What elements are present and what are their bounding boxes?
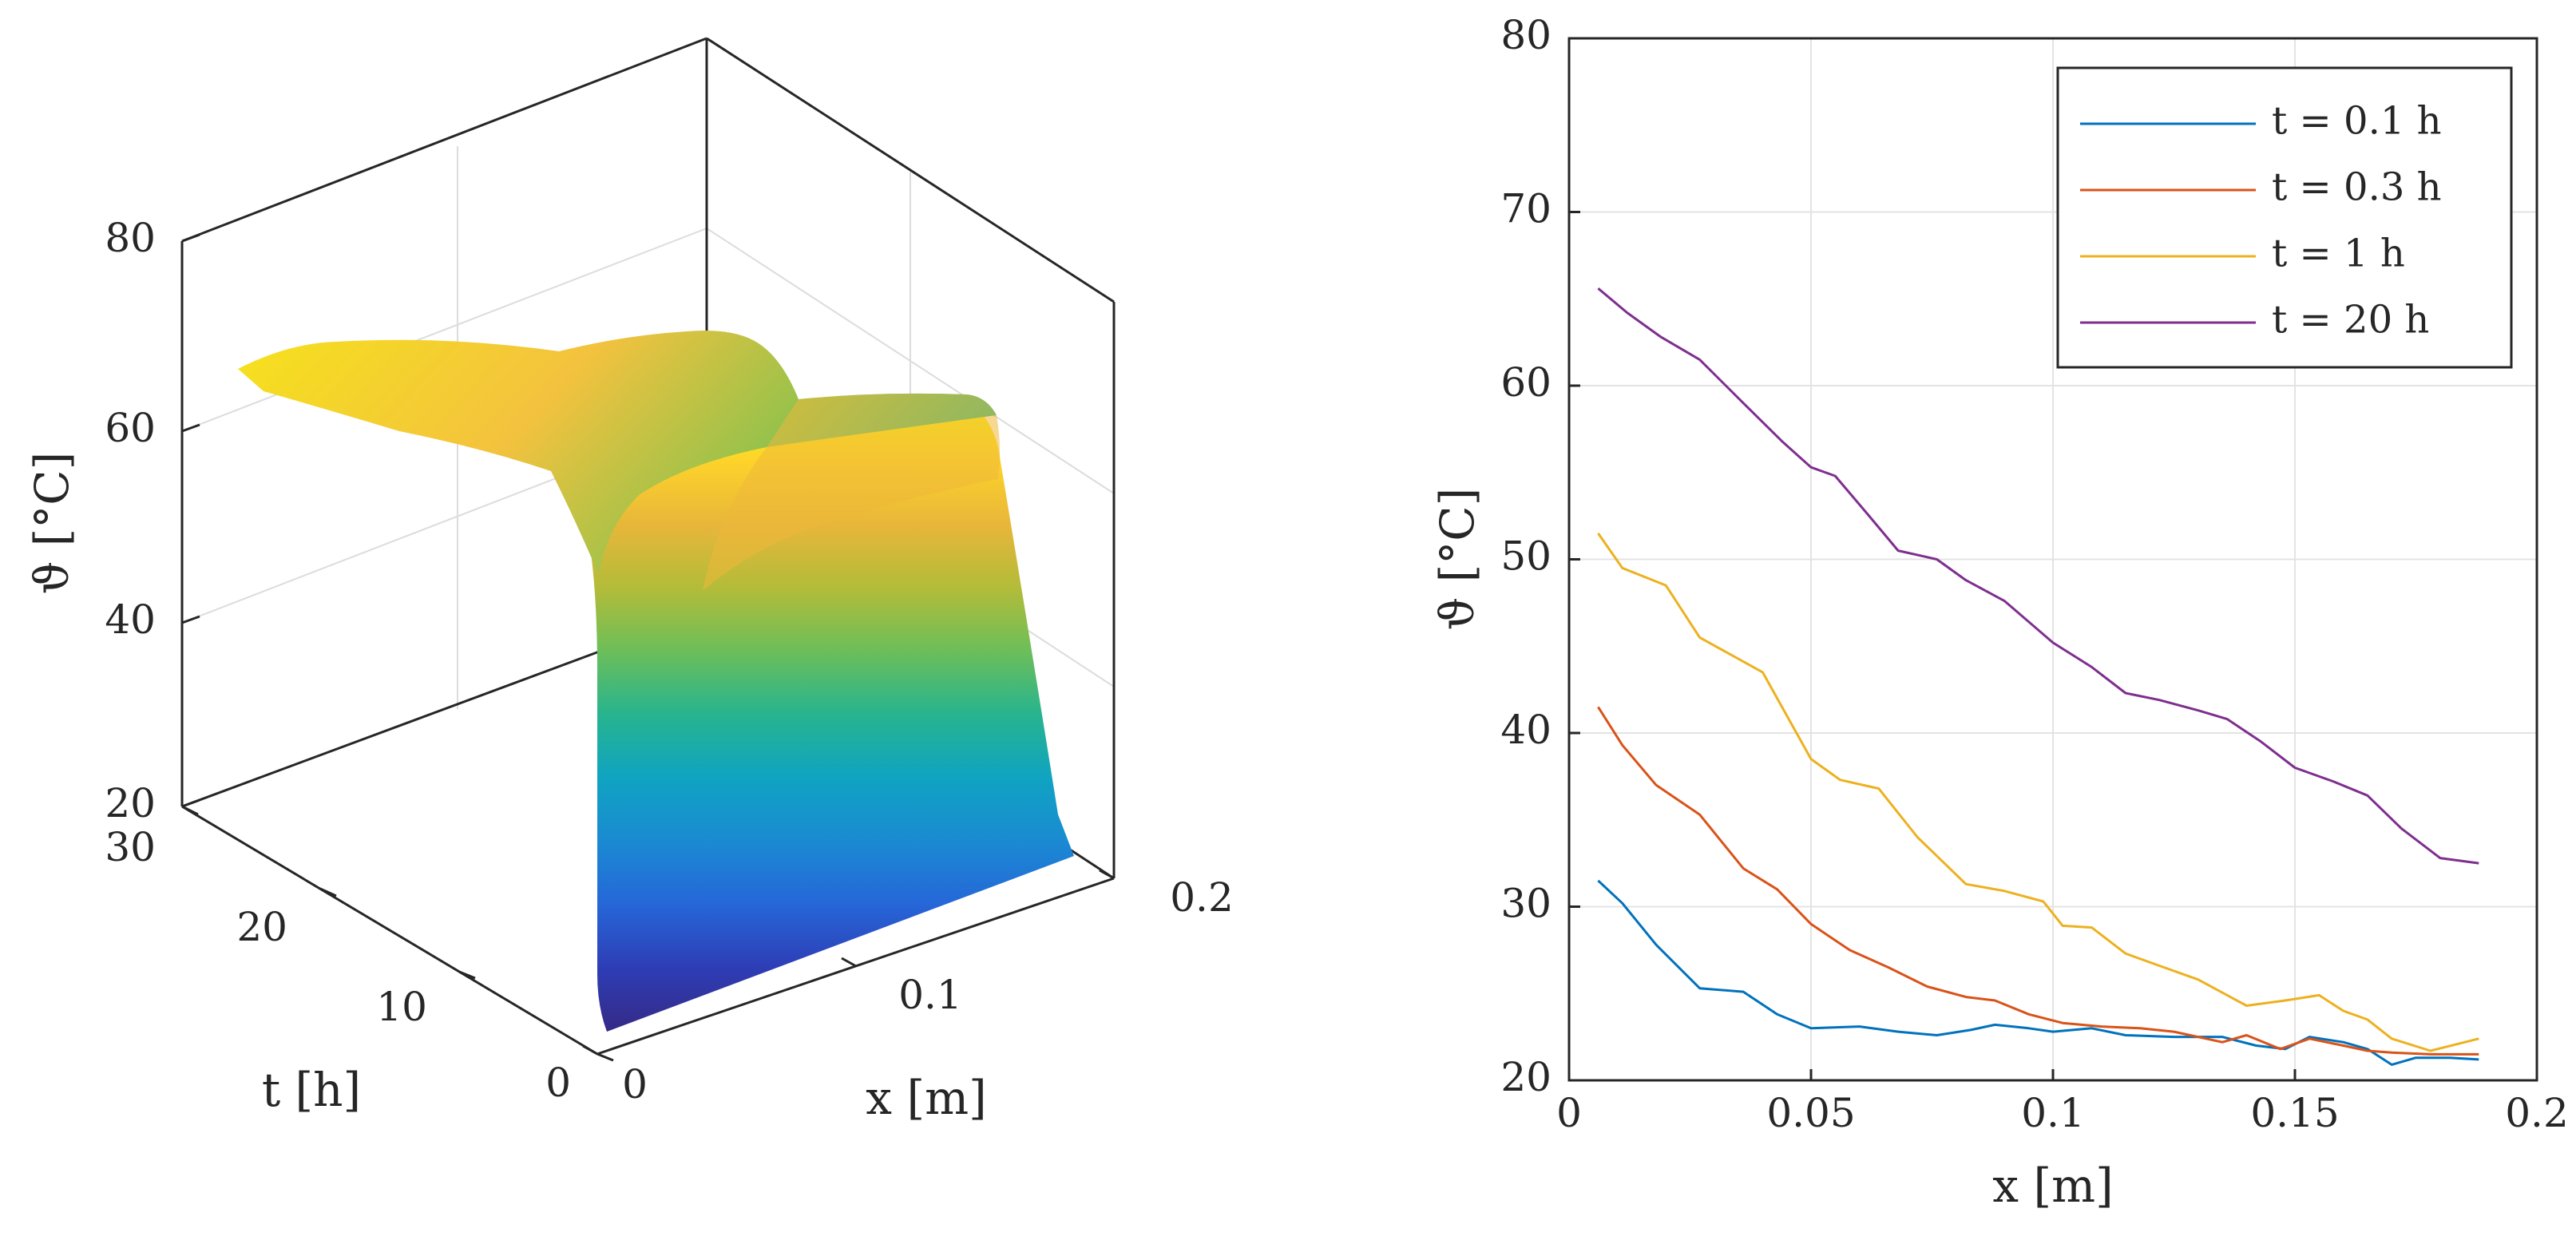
z-tick-label: 20 <box>105 780 156 826</box>
legend-entry: t = 1 h <box>2272 232 2405 276</box>
legend-entry: t = 0.3 h <box>2272 165 2442 210</box>
z-tick-label: 40 <box>105 596 156 643</box>
y-tick-label: 20 <box>1500 1054 1552 1100</box>
legend-box <box>2056 66 2513 369</box>
y-tick-label: 80 <box>1500 12 1552 58</box>
x3d-axis-label: x [m] <box>866 1071 986 1125</box>
temperature-surface <box>238 331 1074 1032</box>
z-axis-ticks: 80 60 40 20 <box>105 215 200 826</box>
line-plot-series <box>1597 287 2479 1066</box>
x3d-tick-label: 0 <box>622 1061 648 1107</box>
x3d-tick-label: 0.2 <box>1170 874 1234 921</box>
series-line-3 <box>1597 533 2479 1052</box>
x-tick-label: 0.15 <box>2250 1090 2339 1136</box>
t-tick-label: 20 <box>236 904 287 950</box>
z-tick-label: 60 <box>105 405 156 451</box>
y-tick-label: 50 <box>1500 533 1552 580</box>
surface-plot: 80 60 40 20 ϑ [°C] 30 20 10 0 t [h] 0 0.… <box>25 37 1234 1125</box>
y-tick-label: 40 <box>1500 707 1552 753</box>
z-tick-label: 80 <box>105 215 156 261</box>
z-axis-label: ϑ [°C] <box>25 452 79 595</box>
legend-entry: t = 0.1 h <box>2272 99 2442 144</box>
t-tick-label: 0 <box>545 1060 571 1106</box>
line-plot: 0 0.05 0.1 0.15 0.2 20 30 40 50 60 70 80 x [m] ϑ [°… <box>1430 12 2569 1213</box>
surface-plateau <box>238 331 997 575</box>
surface-front-face <box>559 399 1074 1032</box>
x3d-tick-label: 0.1 <box>898 972 962 1018</box>
x-tick-label: 0.1 <box>2021 1090 2085 1136</box>
x3d-axis-ticks: 0 0.1 0.2 <box>582 869 1234 1107</box>
line-y-axis-label: ϑ [°C] <box>1430 488 1484 631</box>
y-tick-label: 60 <box>1500 359 1552 406</box>
x-tick-label: 0 <box>1556 1090 1582 1136</box>
legend-entry: t = 20 h <box>2272 298 2429 343</box>
t-tick-label: 10 <box>376 984 427 1030</box>
line-x-axis-label: x [m] <box>1992 1159 2113 1213</box>
y-tick-label: 70 <box>1500 186 1552 232</box>
t-axis-label: t [h] <box>262 1063 361 1117</box>
t-tick-label: 30 <box>105 824 156 870</box>
x-tick-label: 0.2 <box>2505 1090 2569 1136</box>
y-tick-label: 30 <box>1500 881 1552 927</box>
series-line-4 <box>1597 287 2479 865</box>
t-axis-ticks: 30 20 10 0 <box>105 805 614 1106</box>
series-line-2 <box>1597 706 2479 1056</box>
line-plot-ticks: 0 0.05 0.1 0.15 0.2 20 30 40 50 60 70 80 <box>1500 12 2568 1136</box>
legend: t = 0.1 h t = 0.3 h t = 1 h t = 20 h <box>2056 66 2513 369</box>
series-line-1 <box>1597 879 2479 1066</box>
surface-ridge <box>703 393 1001 591</box>
x-tick-label: 0.05 <box>1766 1090 1855 1136</box>
